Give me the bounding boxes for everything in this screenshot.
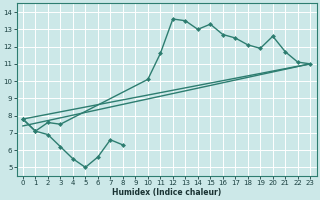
- X-axis label: Humidex (Indice chaleur): Humidex (Indice chaleur): [112, 188, 221, 197]
